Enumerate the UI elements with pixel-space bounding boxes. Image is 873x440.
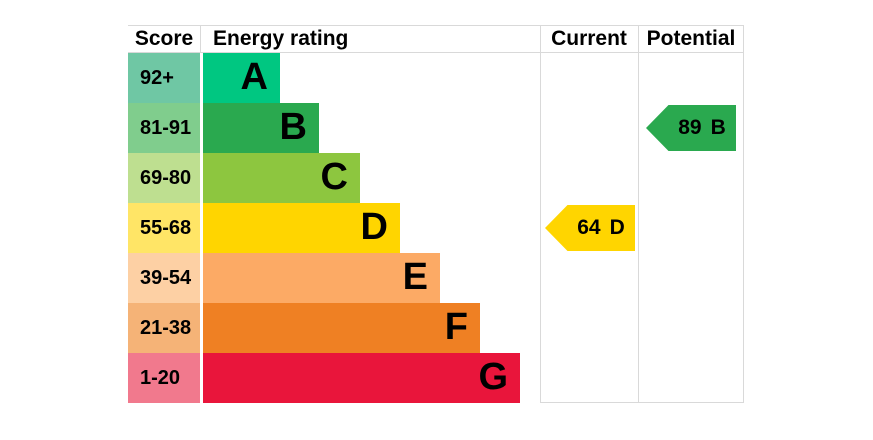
current-column-header: Current: [551, 27, 627, 50]
current-rating-arrow: 64 D: [545, 205, 635, 251]
band-score-range: 1-20: [128, 353, 200, 403]
band-score-range: 69-80: [128, 153, 200, 203]
band-letter: D: [360, 206, 388, 248]
band-score-range: 55-68: [128, 203, 200, 253]
band-score-range: 21-38: [128, 303, 200, 353]
band-row: 55-68 D: [128, 203, 744, 253]
header-row: Score Energy rating Current Potential: [128, 25, 744, 53]
band-score-range: 39-54: [128, 253, 200, 303]
current-column-divider: [540, 25, 541, 403]
table-top-border: [128, 25, 744, 26]
score-column-header: Score: [134, 27, 194, 50]
band-row: 81-91 B: [128, 103, 744, 153]
potential-rating-score: 89: [678, 116, 702, 139]
energy-rating-column-header: Energy rating: [213, 27, 349, 50]
band-bar: F: [203, 303, 480, 353]
band-row: 21-38 F: [128, 303, 744, 353]
band-letter: F: [444, 306, 468, 348]
band-bar: G: [203, 353, 520, 403]
band-row: 92+ A: [128, 53, 744, 103]
potential-rating-band: B: [710, 116, 726, 139]
band-score-range: 92+: [128, 53, 200, 103]
band-letter: E: [402, 256, 428, 298]
band-letter: B: [279, 106, 307, 148]
band-bar: C: [203, 153, 360, 203]
potential-column-header: Potential: [646, 27, 736, 50]
current-rating-score: 64: [577, 216, 601, 239]
band-bar: A: [203, 53, 280, 103]
potential-column-divider: [638, 25, 639, 403]
score-column-divider: [200, 25, 201, 53]
table-bottom-border: [540, 402, 744, 403]
band-row: 69-80 C: [128, 153, 744, 203]
band-letter: G: [478, 356, 508, 398]
band-bar: D: [203, 203, 400, 253]
band-rows: 92+ A 81-91 B 69-80 C 55-68 D 39-54 E 21…: [128, 53, 744, 403]
table-right-border: [743, 25, 744, 403]
band-letter: C: [320, 156, 348, 198]
band-bar: E: [203, 253, 440, 303]
band-letter: A: [240, 56, 268, 98]
band-score-range: 81-91: [128, 103, 200, 153]
band-row: 1-20 G: [128, 353, 744, 403]
band-row: 39-54 E: [128, 253, 744, 303]
header-bottom-border: [128, 52, 744, 53]
epc-chart-table: Score Energy rating Current Potential 92…: [128, 25, 744, 403]
band-bar: B: [203, 103, 319, 153]
current-rating-band: D: [609, 216, 625, 239]
